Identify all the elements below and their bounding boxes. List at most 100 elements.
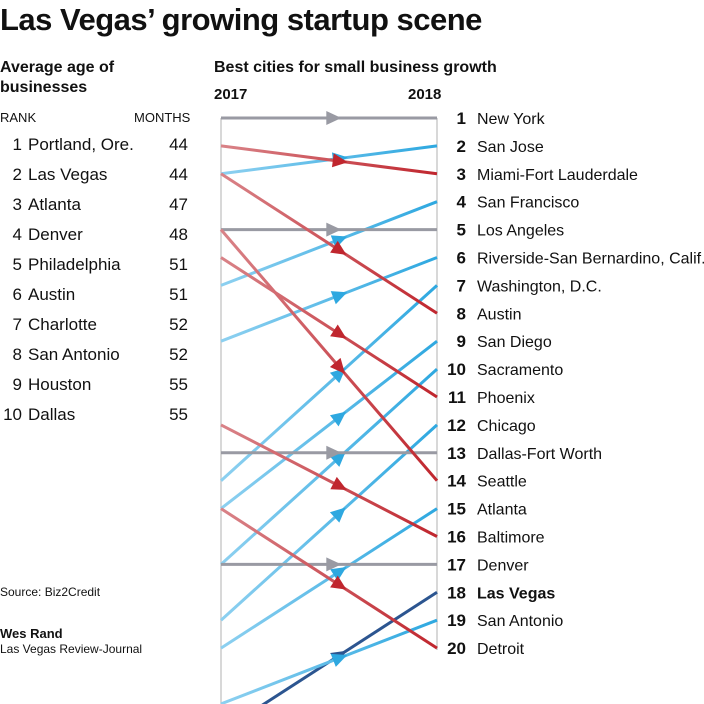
x-label-2018: 2018: [408, 86, 442, 103]
city-label: Riverside-San Bernardino, Calif.: [477, 251, 704, 268]
left-panel-title: Average age of businesses: [0, 59, 115, 96]
city-label: Dallas-Fort Worth: [477, 446, 602, 463]
slope-line: [219, 284, 439, 482]
slope-line: [220, 256, 438, 399]
rank-label: 19: [447, 611, 466, 630]
months-cell: 55: [169, 375, 188, 394]
rank-cell: 2: [12, 165, 22, 184]
slope-line: [220, 423, 438, 538]
arrowhead: [330, 653, 348, 667]
series-seattle: [219, 228, 439, 482]
city-label: San Francisco: [477, 195, 579, 212]
source-note: Source: Biz2Credit: [0, 585, 101, 599]
rank-label: 6: [457, 249, 466, 268]
table-row: 1 Portland, Ore. 44: [0, 130, 190, 160]
city-label: Austin: [477, 306, 521, 323]
series-sacramento: [219, 367, 439, 566]
series-austin: [220, 172, 438, 315]
rank-label: 13: [447, 444, 466, 463]
slope-line: [220, 507, 438, 650]
slope-line: [220, 256, 438, 343]
rank-label: 5: [457, 221, 466, 240]
rank-cell: 4: [12, 225, 22, 244]
city-cell: Austin: [28, 285, 76, 304]
arrowhead: [329, 411, 347, 427]
city-label: Miami-Fort Lauderdale: [477, 167, 638, 184]
city-cell: Houston: [28, 375, 92, 394]
arrowhead: [326, 111, 342, 125]
rank-label: 3: [457, 165, 466, 184]
credit-author: Wes Rand: [0, 626, 63, 641]
rank-cell: 8: [12, 345, 22, 364]
rank-label: 2: [457, 137, 466, 156]
table-row: 5 Philadelphia 51: [0, 250, 190, 280]
table-row: 10 Dallas 55: [0, 400, 190, 430]
city-label: Washington, D.C.: [477, 278, 602, 295]
rank-label: 1: [457, 109, 466, 128]
city-label: San Diego: [477, 334, 552, 351]
months-cell: 51: [169, 285, 188, 304]
slope-line: [261, 591, 438, 704]
city-cell: Charlotte: [28, 315, 97, 334]
arrowhead: [330, 291, 348, 305]
rank-label: 15: [447, 500, 466, 519]
rank-label: 18: [447, 583, 466, 602]
city-label: San Antonio: [477, 613, 563, 630]
rank-label: 10: [447, 360, 466, 379]
slope-line: [220, 340, 438, 510]
table-row: 4 Denver 48: [0, 220, 190, 250]
arrowhead: [326, 557, 342, 572]
slope-line: [220, 144, 438, 176]
city-label: Atlanta: [477, 502, 527, 519]
city-label: Phoenix: [477, 390, 535, 407]
series-los-angeles: [221, 222, 437, 237]
rank-cell: 5: [12, 255, 22, 274]
months-cell: 52: [169, 315, 188, 334]
months-cell: 44: [169, 135, 188, 154]
months-cell: 52: [169, 345, 188, 364]
slope-line: [219, 228, 439, 482]
months-cell: 55: [169, 405, 188, 424]
rank-label: 11: [448, 388, 466, 407]
series-chicago: [219, 423, 439, 622]
rank-cell: 1: [12, 135, 22, 154]
city-cell: Philadelphia: [28, 255, 121, 274]
credit-organization: Las Vegas Review-Journal: [0, 642, 143, 656]
table-row: 8 San Antonio 52: [0, 340, 190, 370]
rank-cell: 9: [12, 375, 22, 394]
rank-label: 7: [457, 276, 466, 295]
city-label: Los Angeles: [477, 223, 564, 240]
arrowhead: [330, 240, 347, 255]
months-cell: 48: [169, 225, 188, 244]
city-label: Detroit: [477, 641, 525, 658]
arrowhead: [330, 324, 347, 339]
rank-cell: 10: [3, 405, 22, 424]
city-label: New York: [477, 111, 546, 128]
rank-cell: 3: [12, 195, 22, 214]
rank-cell: 7: [12, 315, 22, 334]
rank-label: 20: [447, 639, 466, 658]
city-cell: Dallas: [28, 405, 76, 424]
city-cell: San Antonio: [28, 345, 120, 364]
rank-label: 8: [457, 304, 466, 323]
series-san-antonio: [220, 618, 438, 704]
series-phoenix: [220, 256, 438, 399]
rank-column-header: RANK: [0, 110, 37, 125]
page-title: Las Vegas’ growing startup scene: [0, 2, 482, 37]
rank-label: 14: [447, 472, 466, 491]
arrowhead: [330, 476, 347, 490]
city-label: Baltimore: [477, 530, 545, 547]
series-las-vegas: [261, 591, 438, 704]
city-cell: Las Vegas: [28, 165, 108, 184]
arrowhead: [330, 567, 347, 582]
months-column-header: MONTHS: [134, 110, 191, 125]
slope-line: [219, 423, 439, 622]
series-san-diego: [220, 340, 438, 510]
city-label: Chicago: [477, 418, 536, 435]
city-label: Denver: [477, 557, 529, 574]
rank-cell: 6: [12, 285, 22, 304]
rank-label: 12: [447, 416, 466, 435]
arrowhead: [329, 357, 346, 374]
city-label: Las Vegas: [477, 585, 555, 602]
